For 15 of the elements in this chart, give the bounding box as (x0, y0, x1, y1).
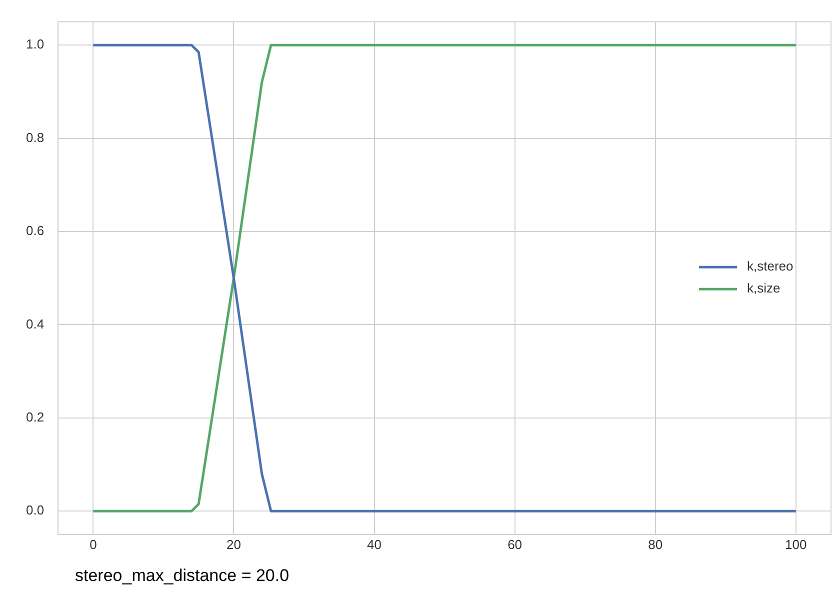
x-tick-label: 20 (226, 536, 241, 552)
legend-label: k,stereo (747, 258, 794, 274)
y-tick-label: 0.2 (26, 409, 44, 424)
y-tick-label: 0.8 (26, 130, 44, 145)
y-tick-label: 1.0 (26, 36, 44, 52)
x-tick-label: 60 (508, 536, 522, 552)
x-tick-label: 40 (367, 536, 382, 552)
text: stereo_max_distance = 20.0 (75, 566, 290, 586)
y-tick-label: 0.4 (26, 316, 44, 332)
x-tick-label: 80 (648, 536, 663, 552)
y-tick-label: 0.0 (26, 502, 44, 518)
legend-label: k,size (747, 280, 780, 296)
x-tick-label: 0 (90, 536, 97, 552)
x-tick-label: 100 (785, 536, 807, 552)
y-tick-label: 0.6 (26, 223, 44, 238)
